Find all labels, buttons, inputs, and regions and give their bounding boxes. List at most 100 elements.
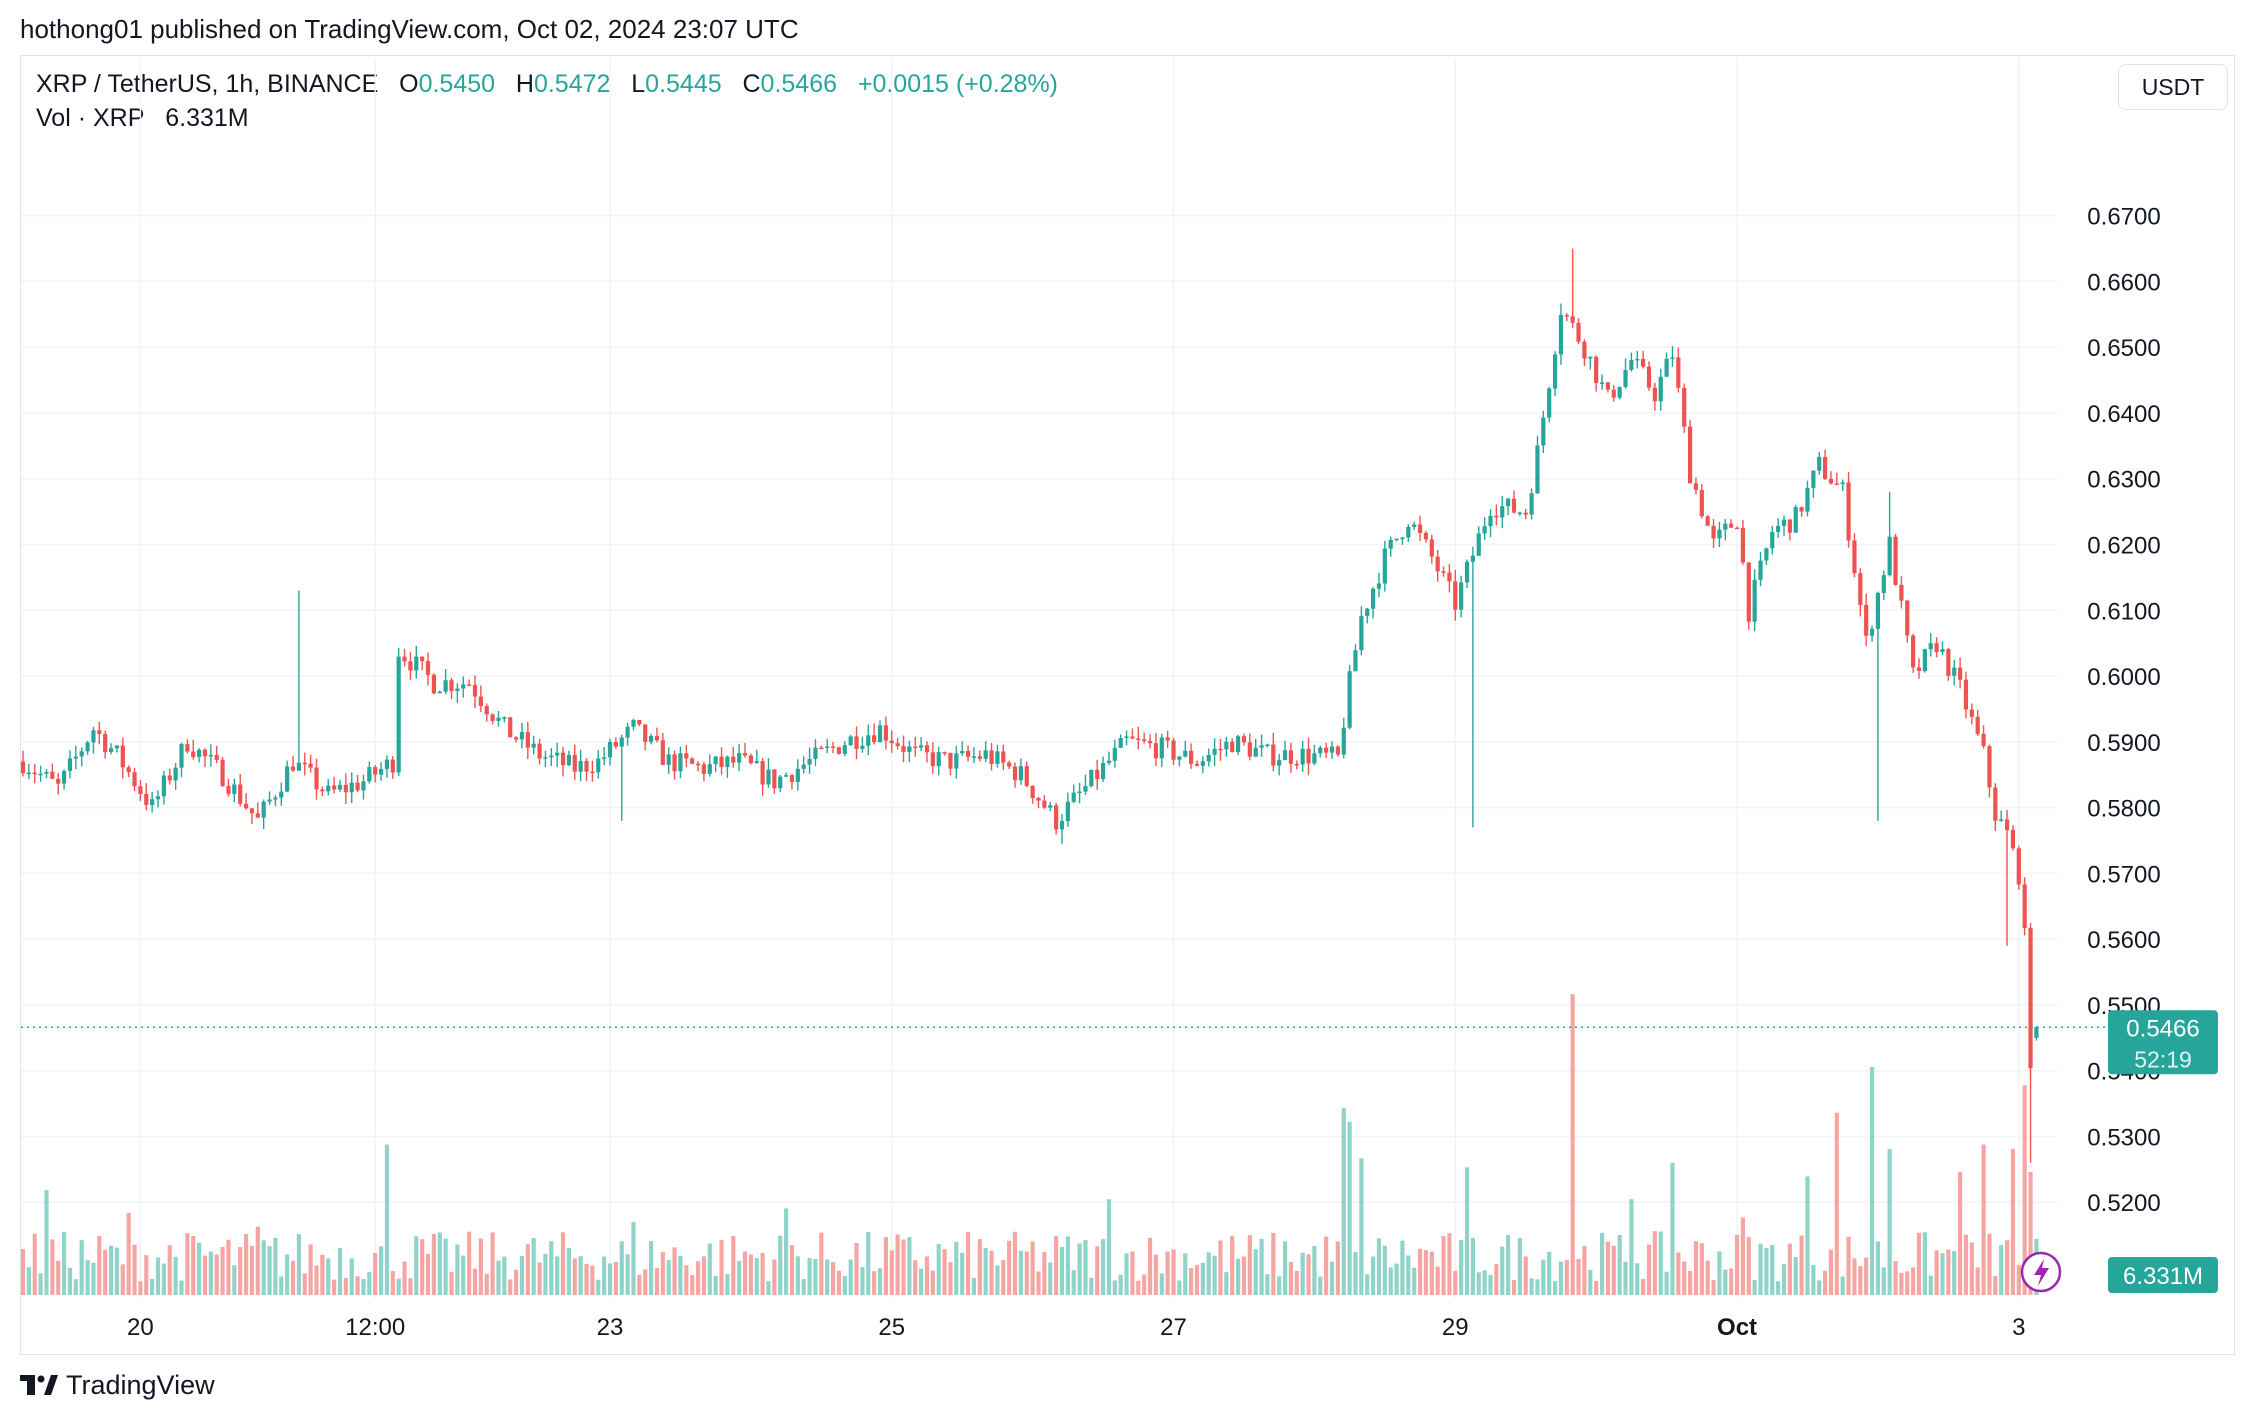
candle-body: [825, 746, 830, 749]
volume-bar: [1241, 1256, 1247, 1295]
volume-bar: [1353, 1251, 1358, 1295]
candle-body: [208, 754, 213, 757]
volume-bar: [461, 1255, 466, 1295]
candle-body: [942, 752, 947, 754]
volume-bar: [197, 1242, 202, 1295]
candle-body: [1177, 756, 1182, 760]
candle-body: [255, 813, 260, 818]
candle-body: [1529, 493, 1534, 515]
candle-body: [1335, 746, 1340, 755]
lightning-icon-glyph: [2034, 1259, 2049, 1286]
volume-bar: [490, 1232, 495, 1295]
candle-body: [1911, 635, 1916, 668]
candle-body: [414, 656, 419, 671]
candle-body: [1194, 763, 1200, 766]
candle-body: [549, 755, 554, 758]
candle-body: [572, 755, 577, 772]
candle-body: [150, 799, 155, 805]
candle-body: [1288, 750, 1294, 764]
candle-body: [513, 737, 519, 740]
candle-body: [1617, 386, 1622, 398]
candle-body: [1371, 588, 1376, 609]
volume-label[interactable]: Vol · XRP: [36, 104, 145, 132]
candle-body: [901, 746, 906, 752]
volume-bar: [1506, 1234, 1511, 1295]
currency-button[interactable]: USDT: [2118, 64, 2228, 110]
candle-body: [1740, 527, 1746, 563]
candle-body: [449, 680, 454, 692]
volume-bar: [1048, 1262, 1053, 1295]
volume-bar: [1376, 1238, 1382, 1295]
candle-body: [1400, 537, 1405, 540]
volume-bar: [731, 1235, 736, 1295]
candle-body: [1523, 512, 1528, 515]
candle-body: [1517, 512, 1522, 515]
time-tick-label: 27: [1160, 1314, 1187, 1341]
candle-body: [672, 754, 677, 772]
volume-bar: [1400, 1240, 1405, 1295]
candle-body: [889, 740, 894, 744]
volume-bar: [1500, 1246, 1505, 1295]
volume-bar: [1194, 1265, 1200, 1295]
volume-bar: [1012, 1231, 1018, 1295]
volume-bar: [660, 1252, 665, 1295]
symbol-title[interactable]: XRP / TetherUS, 1h, BINANCE: [36, 70, 379, 98]
candle-body: [1799, 507, 1804, 512]
volume-bar: [91, 1262, 96, 1295]
volume-bar: [842, 1276, 847, 1295]
volume-bar: [1136, 1280, 1141, 1295]
volume-bar: [596, 1279, 601, 1295]
candle-body: [1429, 539, 1434, 557]
volume-bar: [1529, 1278, 1534, 1295]
volume-bar: [1177, 1280, 1182, 1295]
candle-body: [807, 758, 812, 765]
candle-body: [443, 680, 448, 692]
candle-body: [1764, 548, 1769, 561]
candle-body: [584, 761, 589, 772]
volume-bar: [1881, 1267, 1886, 1295]
candle-body: [361, 781, 366, 791]
volume-bar: [1711, 1279, 1716, 1295]
volume-bar: [2022, 1085, 2027, 1295]
candle-body: [596, 758, 601, 773]
volume-bar: [1934, 1250, 1939, 1295]
volume-bar: [1846, 1236, 1851, 1295]
candle-body: [842, 745, 847, 754]
candle-body: [748, 755, 753, 764]
candle-body: [85, 742, 90, 752]
volume-bar: [508, 1279, 513, 1295]
candle-body: [1969, 709, 1974, 717]
candle-body: [1840, 482, 1845, 484]
candle-body: [1781, 519, 1787, 526]
volume-bar: [337, 1247, 343, 1295]
volume-bar: [748, 1254, 753, 1295]
volume-bar: [1259, 1238, 1264, 1295]
volume-bar: [202, 1255, 208, 1295]
candle-body: [420, 656, 425, 662]
candle-body: [1147, 740, 1153, 744]
candle-body: [1752, 579, 1757, 622]
candle-body: [1905, 600, 1910, 636]
price-tick-label: 0.5900: [2087, 730, 2160, 757]
candle-body: [1958, 667, 1963, 680]
candle-body: [373, 767, 378, 775]
volume-bar: [1441, 1236, 1446, 1295]
low-value: 0.5445: [645, 70, 722, 98]
candle-body: [1459, 582, 1464, 610]
volume-bar: [85, 1260, 90, 1295]
candle-body: [161, 775, 166, 797]
candle-body: [1453, 581, 1458, 610]
candle-body: [578, 761, 583, 772]
candle-body: [637, 719, 642, 725]
tradingview-brand-text: TradingView: [66, 1370, 215, 1400]
volume-bar: [161, 1263, 166, 1295]
candle-body: [543, 757, 548, 759]
volume-bar: [1265, 1274, 1270, 1295]
candle-body: [866, 735, 871, 746]
volume-bar: [1646, 1244, 1652, 1295]
candle-body: [1963, 679, 1969, 710]
volume-bar: [1582, 1245, 1587, 1295]
candle-body: [191, 751, 196, 758]
candle-body: [719, 756, 724, 767]
